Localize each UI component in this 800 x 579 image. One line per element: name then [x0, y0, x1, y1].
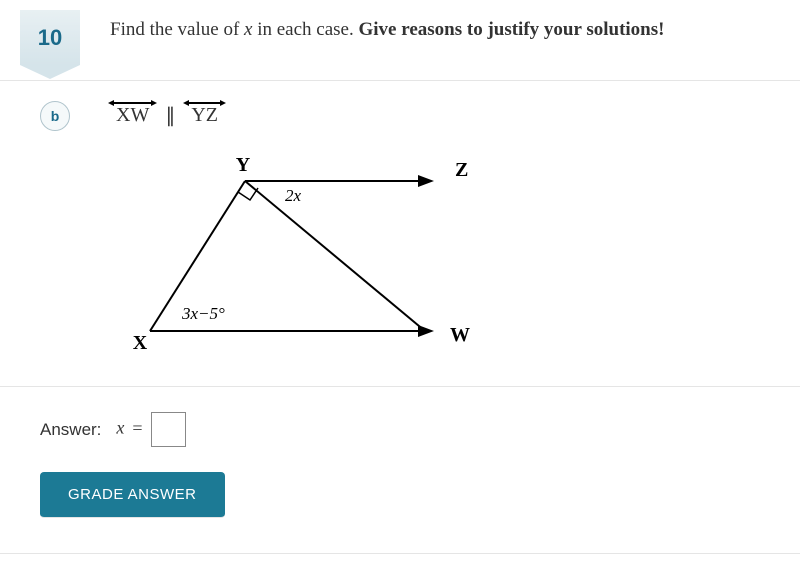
line-XW-text: XW — [116, 104, 149, 126]
label-W: W — [450, 324, 470, 346]
answer-row: Answer: x = — [0, 387, 800, 457]
line-XW: XW — [110, 104, 155, 127]
question-header: 10 Find the value of x in each case. Giv… — [0, 0, 800, 81]
parallel-statement: XW ∥ YZ — [110, 101, 224, 128]
line-YZ: YZ — [185, 104, 224, 127]
prompt-text-1: Find the value of — [110, 19, 244, 40]
question-number-text: 10 — [38, 25, 62, 51]
question-prompt: Find the value of x in each case. Give r… — [110, 10, 664, 45]
diagram: Y Z X W 2x 3x−5° — [0, 141, 800, 387]
answer-equation: x = — [116, 412, 185, 447]
answer-label: Answer: — [40, 420, 101, 440]
button-row: GRADE ANSWER — [0, 457, 800, 554]
grade-answer-button[interactable]: GRADE ANSWER — [40, 472, 225, 518]
label-X: X — [133, 332, 148, 354]
prompt-text-2: in each case. — [252, 19, 358, 40]
triangle-diagram-svg: Y Z X W 2x 3x−5° — [110, 151, 490, 361]
answer-input[interactable] — [151, 412, 186, 447]
part-header: b XW ∥ YZ — [0, 81, 800, 141]
prompt-bold: Give reasons to justify your solutions! — [359, 19, 665, 40]
angle-2x: 2x — [285, 186, 302, 205]
label-Y: Y — [236, 154, 251, 176]
answer-var: x — [116, 418, 124, 438]
part-label-badge: b — [40, 101, 70, 131]
part-label-text: b — [51, 108, 60, 124]
angle-3x-5: 3x−5° — [181, 304, 225, 323]
question-number-badge: 10 — [20, 10, 80, 65]
parallel-symbol: ∥ — [165, 103, 175, 128]
answer-equals: = — [132, 418, 142, 438]
question-container: 10 Find the value of x in each case. Giv… — [0, 0, 800, 554]
grade-button-label: GRADE ANSWER — [68, 486, 197, 503]
label-Z: Z — [455, 159, 468, 181]
line-YZ-text: YZ — [191, 104, 218, 126]
